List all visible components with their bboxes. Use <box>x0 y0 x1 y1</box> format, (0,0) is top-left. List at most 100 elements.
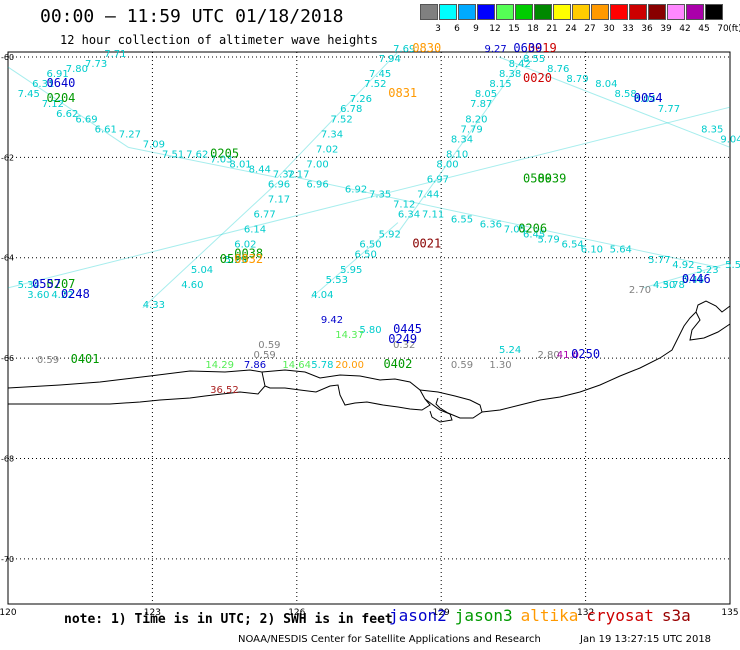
wave-height-reading: 8.35 <box>701 124 723 135</box>
wave-height-reading: 6.78 <box>340 104 362 115</box>
legend-item: altika <box>520 606 579 625</box>
antarctic-coastline <box>7 300 731 423</box>
pass-time-label: 0831 <box>388 86 417 100</box>
lat-tick-label: -70 <box>1 555 14 564</box>
wave-height-reading: 8.04 <box>595 79 617 90</box>
wave-height-reading: 8.15 <box>489 79 511 90</box>
wave-height-reading: 2.70 <box>629 285 651 296</box>
wave-height-reading: 7.94 <box>379 54 401 65</box>
wave-height-reading: 8.79 <box>566 74 588 85</box>
wave-height-reading: 6.62 <box>56 109 78 120</box>
colorbar-swatch <box>610 4 628 20</box>
pass-time-label: 0207 <box>47 277 76 291</box>
wave-height-reading: 7.03 <box>210 154 232 165</box>
wave-height-reading: 7.73 <box>85 59 107 70</box>
wave-height-reading: 6.91 <box>47 69 69 80</box>
colorbar-swatch <box>629 4 647 20</box>
colorbar-swatch <box>648 4 666 20</box>
wave-height-reading: 8.44 <box>249 164 271 175</box>
lat-tick-label: -68 <box>1 454 14 463</box>
track-line <box>7 106 731 289</box>
wave-height-reading: 7.17 <box>268 195 290 206</box>
map-subtitle: 12 hour collection of altimeter wave hei… <box>60 33 378 47</box>
wave-height-reading: 8.00 <box>436 159 458 170</box>
wave-height-reading: 7.62 <box>186 149 208 160</box>
wave-height-reading: 7.12 <box>42 99 64 110</box>
lat-tick-label: -62 <box>1 153 14 162</box>
colorbar-swatch <box>515 4 533 20</box>
pass-time-label: 0589 <box>523 171 552 185</box>
colorbar-label: 39 <box>660 24 672 34</box>
units-note: note: 1) Time is in UTC; 2) SWH is in fe… <box>64 612 393 627</box>
wave-height-reading: 5.24 <box>499 345 521 356</box>
colorbar-label: 27 <box>584 24 596 34</box>
wave-height-reading: 6.10 <box>581 245 603 256</box>
wave-height-reading: 7.11 <box>422 210 444 221</box>
wave-height-reading: 7.80 <box>66 64 88 75</box>
wave-height-reading: 5.23 <box>696 265 718 276</box>
wave-height-reading: 8.01 <box>229 159 251 170</box>
colorbar-swatch <box>534 4 552 20</box>
wave-height-reading: 5.95 <box>340 265 362 276</box>
wave-height-reading: 5.34 <box>18 280 40 291</box>
graticule <box>8 52 730 604</box>
pass-time-label: 0446 <box>682 272 711 286</box>
track-line <box>498 56 731 148</box>
legend-item: s3a <box>661 606 691 625</box>
colorbar-swatch <box>705 4 723 20</box>
wave-height-reading: 8.76 <box>547 64 569 75</box>
wave-height-reading: 14.37 <box>335 330 364 341</box>
track-line <box>643 262 731 289</box>
wave-height-reading: 7.87 <box>470 99 492 110</box>
wave-height-reading: 14.29 <box>205 360 234 371</box>
wave-height-reading: 8.42 <box>509 59 531 70</box>
wave-height-reading: 6.69 <box>75 114 97 125</box>
track-line <box>397 51 529 233</box>
pass-time-label: 0402 <box>383 357 412 371</box>
track-line <box>277 51 399 178</box>
wave-height-reading: 7.52 <box>330 114 352 125</box>
wave-height-reading: 36.52 <box>210 385 239 396</box>
pass-time-label: 0039 <box>537 171 566 185</box>
wave-height-reading: 4.33 <box>143 300 165 311</box>
wave-height-reading: 5.79 <box>537 235 559 246</box>
wave-height-reading: 7.09 <box>143 139 165 150</box>
colorbar-label: 70 <box>717 24 729 34</box>
pass-time-label: 0830 <box>412 41 441 55</box>
colorbar-swatch <box>667 4 685 20</box>
wave-height-reading: 7.35 <box>369 190 391 201</box>
wave-height-reading: 0.59 <box>37 355 59 366</box>
wave-height-reading: 8.20 <box>465 114 487 125</box>
pass-time-label: 0401 <box>71 352 100 366</box>
wave-height-reading: 0.59 <box>451 360 473 371</box>
colorbar-label: 33 <box>622 24 634 34</box>
colorbar-swatch <box>591 4 609 20</box>
wave-height-reading: 6.61 <box>95 124 117 135</box>
wave-height-reading: 6.14 <box>244 225 266 236</box>
legend-item: cryosat <box>586 606 654 625</box>
wave-height-readings: 6.316.917.807.737.717.457.126.626.696.61… <box>18 44 740 396</box>
wave-height-reading: 1.30 <box>489 360 511 371</box>
colorbar-label: 36 <box>641 24 653 34</box>
colorbar-label: 9 <box>473 24 479 34</box>
wave-height-reading: 7.12 <box>393 200 415 211</box>
wave-height-reading: 4.04 <box>311 290 333 301</box>
wave-height-reading: 9.04 <box>720 134 740 145</box>
pass-time-label: 0599 <box>220 252 249 266</box>
colorbar-swatch <box>572 4 590 20</box>
pass-time-label: 0021 <box>412 237 441 251</box>
pass-time-label: 0249 <box>388 332 417 346</box>
colorbar-label: 15 <box>508 24 520 34</box>
wave-height-reading: 5.78 <box>663 280 685 291</box>
wave-height-reading: 7.17 <box>287 169 309 180</box>
latitude-tick-labels: -60 -62 -64 -66 -68 -70 <box>1 53 14 564</box>
wave-height-reading: 6.54 <box>562 240 584 251</box>
pass-time-label: 0054 <box>634 91 663 105</box>
wave-height-reading: 7.69 <box>393 44 415 55</box>
wave-height-reading: 7.45 <box>369 69 391 80</box>
longitude-tick-labels: 120 123 126 129 132 135 <box>0 608 739 618</box>
lat-tick-label: -60 <box>1 53 14 62</box>
wave-height-reading: 3.60 <box>27 290 49 301</box>
wave-height-reading: 6.92 <box>345 185 367 196</box>
